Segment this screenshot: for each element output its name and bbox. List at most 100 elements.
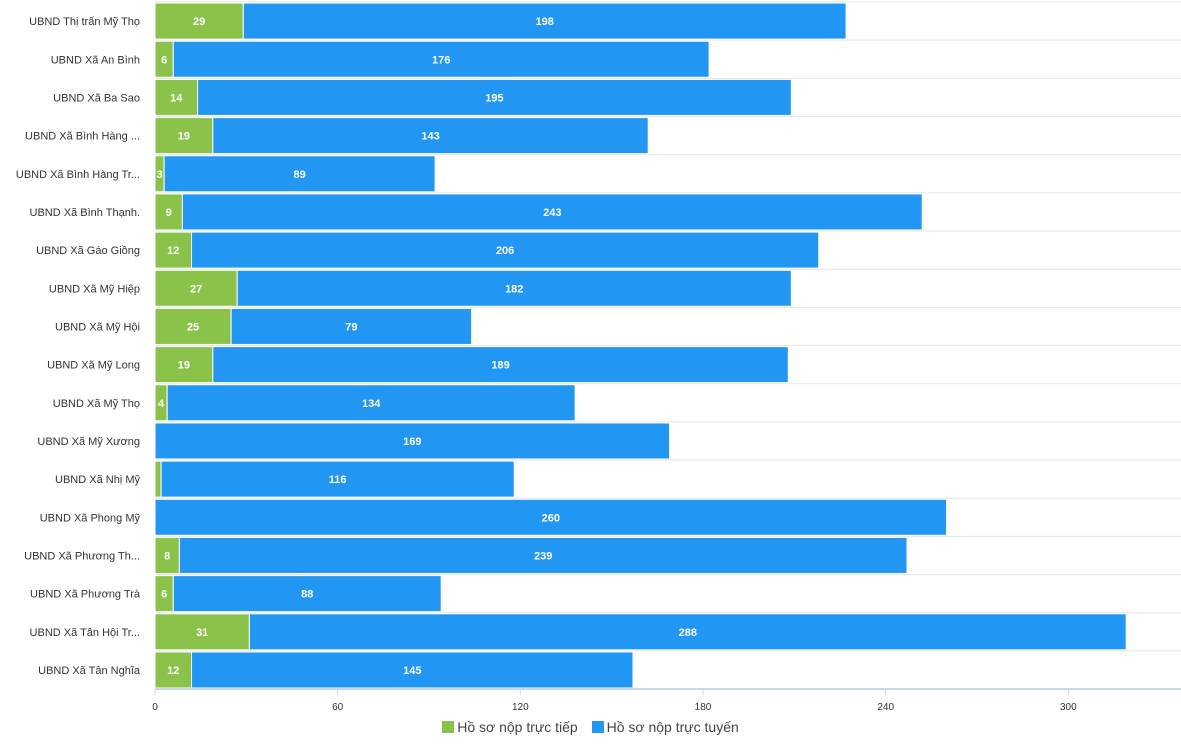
data-label: 4 [158, 398, 165, 410]
bar-direct[interactable] [154, 536, 180, 574]
category-label: UBND Xã Mỹ Long [47, 360, 140, 372]
category-label: UBND Xã Phương Th... [24, 550, 140, 562]
category-label: UBND Xã Bình Thạnh. [30, 207, 140, 219]
bar-online[interactable] [181, 193, 923, 231]
data-label: 29 [193, 16, 205, 28]
data-label: 134 [362, 398, 381, 410]
category-label: UBND Xã Ba Sao [53, 92, 140, 104]
bar-online[interactable] [178, 536, 908, 574]
category-label: UBND Xã Bình Hàng Tr... [16, 169, 140, 181]
data-label: 12 [167, 245, 179, 257]
bar-direct[interactable] [154, 117, 214, 155]
bar-online[interactable] [154, 498, 948, 536]
bar-direct[interactable] [154, 231, 193, 269]
bar-series [154, 2, 1127, 689]
legend-swatch-online [591, 721, 604, 733]
bar-online[interactable] [154, 422, 671, 460]
data-label: 3 [157, 169, 163, 181]
category-label: UBND Xã Phương Trà [30, 589, 141, 601]
x-tick-label: 120 [512, 702, 529, 713]
x-tick-label: 60 [332, 702, 344, 713]
bar-online[interactable] [230, 307, 473, 345]
x-axis-ticks: 0 60 120 180 240 300 [152, 689, 1077, 713]
bar-direct[interactable] [154, 78, 199, 116]
x-tick-label: 180 [695, 702, 712, 713]
bar-direct[interactable] [154, 651, 193, 689]
legend-label-direct: Hồ sơ nộp trực tiếp [457, 719, 578, 735]
data-label: 189 [491, 360, 509, 372]
bar-online[interactable] [172, 575, 442, 613]
data-label: 88 [301, 589, 313, 601]
data-label: 8 [164, 550, 170, 562]
category-label: UBND Xã Gáo Giồng [36, 245, 140, 257]
category-label: UBND Xã Mỹ Hiệp [49, 283, 140, 295]
data-label: 25 [187, 321, 199, 333]
data-label: 288 [679, 627, 697, 639]
data-label: 145 [403, 665, 421, 677]
data-label: 206 [496, 245, 514, 257]
legend-item-online[interactable]: Hồ sơ nộp trực tuyến [591, 719, 739, 735]
bar-online[interactable] [191, 651, 634, 689]
bar-online[interactable] [248, 613, 1127, 651]
bar-direct[interactable] [154, 460, 162, 498]
bar-online[interactable] [236, 269, 792, 307]
data-label: 182 [505, 283, 523, 295]
data-label: 239 [534, 550, 552, 562]
category-labels: UBND Thị trấn Mỹ Thọ UBND Xã An Bình UBND … [16, 16, 141, 677]
grid-lines [155, 1, 1181, 690]
category-label: UBND Xã Tân Nghĩa [38, 665, 141, 677]
data-label: 6 [161, 589, 167, 601]
data-label: 89 [293, 169, 305, 181]
data-label: 195 [485, 92, 503, 104]
bar-direct[interactable] [154, 2, 244, 40]
data-label: 143 [421, 131, 439, 143]
category-label: UBND Xã Bình Hàng ... [25, 131, 140, 143]
category-label: UBND Xã Mỹ Hội [55, 321, 140, 333]
x-tick-label: 0 [152, 702, 158, 713]
bar-online[interactable] [172, 40, 710, 78]
category-label: UBND Xã Nhị Mỹ [55, 474, 140, 486]
data-label: 176 [432, 54, 450, 66]
bar-online[interactable] [166, 384, 576, 422]
category-label: UBND Thị trấn Mỹ Thọ [29, 16, 140, 28]
legend-swatch-direct [442, 721, 455, 733]
data-label: 19 [178, 360, 190, 372]
data-label: 198 [536, 16, 554, 28]
category-label: UBND Xã Tân Hội Tr... [30, 627, 140, 639]
data-label: 12 [167, 665, 179, 677]
data-label: 116 [329, 474, 347, 486]
bar-direct[interactable] [154, 307, 232, 345]
data-label: 169 [403, 436, 421, 448]
bar-online[interactable] [191, 231, 820, 269]
data-label: 31 [196, 627, 208, 639]
x-tick-label: 300 [1060, 702, 1077, 713]
bar-direct[interactable] [154, 346, 214, 384]
data-label: 27 [190, 283, 202, 295]
category-label: UBND Xã Mỹ Xương [37, 436, 140, 448]
legend-label-online: Hồ sơ nộp trực tuyến [606, 719, 739, 735]
bar-online[interactable] [197, 78, 792, 116]
bar-online[interactable] [160, 460, 515, 498]
data-label: 14 [170, 92, 183, 104]
data-label: 79 [345, 321, 357, 333]
legend: Hồ sơ nộp trực tiếp Hồ sơ nộp trực tuyến [0, 719, 1181, 736]
data-label: 19 [178, 131, 190, 143]
data-label: 260 [542, 512, 560, 524]
data-label: 6 [161, 54, 167, 66]
bar-online[interactable] [212, 346, 789, 384]
bar-direct[interactable] [154, 613, 250, 651]
category-label: UBND Xã Phong Mỹ [40, 512, 141, 524]
bar-direct[interactable] [154, 269, 238, 307]
category-label: UBND Xã Mỹ Thọ [53, 398, 140, 410]
bar-online[interactable] [212, 117, 649, 155]
bar-direct[interactable] [154, 193, 183, 231]
bar-online[interactable] [163, 155, 436, 193]
data-label: 243 [543, 207, 561, 219]
bar-online[interactable] [242, 2, 847, 40]
data-label: 9 [166, 207, 172, 219]
legend-item-direct[interactable]: Hồ sơ nộp trực tiếp [442, 719, 578, 735]
category-label: UBND Xã An Bình [51, 54, 140, 66]
x-tick-label: 240 [877, 702, 894, 713]
